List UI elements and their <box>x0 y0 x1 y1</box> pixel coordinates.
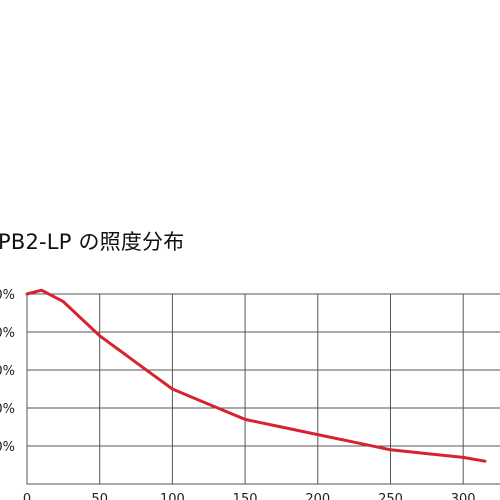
x-tick-label: 50 <box>91 492 108 500</box>
x-axis-ticks: 0 50 100 150 200 250 300 <box>23 492 476 500</box>
plot-frame <box>26 293 500 485</box>
y-axis-ticks: 60% 70% 80% 90% 100% <box>0 288 15 455</box>
x-tick-label: 250 <box>378 492 403 500</box>
y-tick-label: 90% <box>0 326 15 341</box>
x-tick-label: 300 <box>451 492 476 500</box>
series-line <box>25 288 487 463</box>
x-tick-label: 150 <box>233 492 258 500</box>
y-tick-label: 60% <box>0 440 15 455</box>
y-tick-label: 80% <box>0 364 15 379</box>
chart-title: PB2-LP の照度分布 <box>0 230 185 254</box>
x-tick-label: 0 <box>23 492 31 500</box>
y-tick-label: 100% <box>0 288 15 303</box>
grid <box>26 293 500 485</box>
y-tick-label: 70% <box>0 402 15 417</box>
x-tick-label: 200 <box>305 492 330 500</box>
series-layer <box>25 288 487 463</box>
x-tick-label: 100 <box>160 492 185 500</box>
